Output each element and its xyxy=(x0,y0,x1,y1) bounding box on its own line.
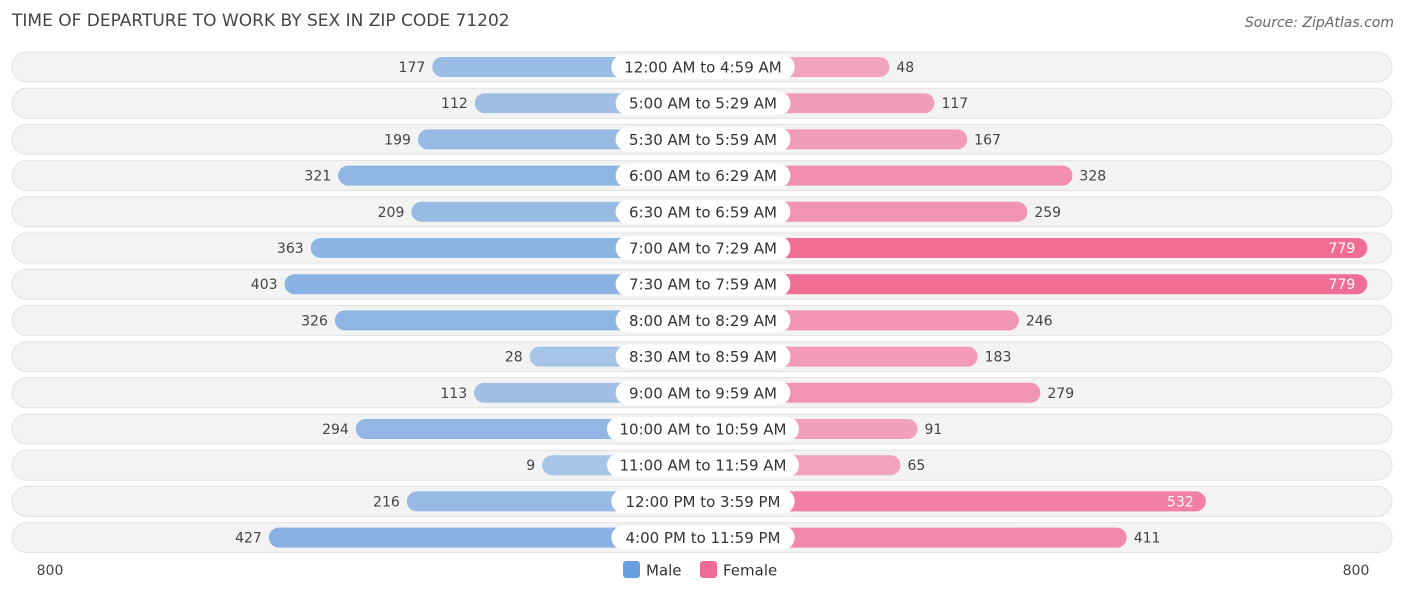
value-label: 91 xyxy=(924,422,942,438)
chart-title: TIME OF DEPARTURE TO WORK BY SEX IN ZIP … xyxy=(11,11,510,31)
value-label: 216 xyxy=(373,494,400,510)
value-label: 65 xyxy=(907,458,925,474)
category-label-box xyxy=(607,417,799,441)
bar xyxy=(703,165,1073,186)
category-label-box xyxy=(615,308,791,333)
category-label-box xyxy=(611,489,795,514)
bar xyxy=(703,238,1368,258)
bar xyxy=(338,165,703,186)
category-label: 8:30 AM to 8:59 AM xyxy=(629,348,777,366)
value-label: 9 xyxy=(526,458,535,474)
value-label: 199 xyxy=(384,132,411,148)
value-label: 246 xyxy=(1026,313,1053,329)
value-label: 363 xyxy=(277,241,304,257)
category-label-box xyxy=(615,344,791,369)
bar xyxy=(310,238,703,258)
value-label: 177 xyxy=(399,60,426,76)
category-label-box xyxy=(611,55,795,79)
value-label: 532 xyxy=(1167,494,1194,510)
legend-label: Male xyxy=(646,562,682,580)
category-label: 5:00 AM to 5:29 AM xyxy=(629,95,777,113)
category-label-box xyxy=(615,236,791,260)
category-label-box xyxy=(615,380,791,405)
value-label: 321 xyxy=(304,169,331,185)
value-label: 209 xyxy=(378,205,405,221)
category-label: 12:00 PM to 3:59 PM xyxy=(625,493,780,511)
bar xyxy=(334,310,703,331)
bar xyxy=(703,491,1206,512)
category-label-box xyxy=(607,453,799,478)
category-label: 11:00 AM to 11:59 AM xyxy=(620,457,787,475)
category-label-box xyxy=(615,163,791,188)
value-label: 779 xyxy=(1329,277,1356,293)
legend-label: Female xyxy=(723,562,777,580)
category-label-box xyxy=(615,127,791,152)
value-label: 326 xyxy=(301,313,328,329)
category-label: 10:00 AM to 10:59 AM xyxy=(620,421,787,439)
value-label: 112 xyxy=(441,96,468,112)
value-label: 167 xyxy=(974,132,1001,148)
category-label: 6:30 AM to 6:59 AM xyxy=(629,203,777,221)
x-tick-label: 800 xyxy=(1343,563,1370,579)
bar xyxy=(703,527,1127,548)
category-label: 8:00 AM to 8:29 AM xyxy=(629,312,777,330)
x-tick-label: 800 xyxy=(37,563,64,579)
value-label: 779 xyxy=(1329,241,1356,257)
value-label: 183 xyxy=(985,350,1012,366)
value-label: 117 xyxy=(941,96,968,112)
bar xyxy=(268,527,703,548)
value-label: 328 xyxy=(1079,169,1106,185)
category-label: 7:00 AM to 7:29 AM xyxy=(629,240,777,258)
value-label: 411 xyxy=(1134,531,1161,547)
value-label: 48 xyxy=(896,60,914,76)
category-label-box xyxy=(611,525,795,550)
category-label: 9:00 AM to 9:59 AM xyxy=(629,384,777,402)
value-label: 294 xyxy=(322,422,349,438)
value-label: 28 xyxy=(505,350,523,366)
category-label: 7:30 AM to 7:59 AM xyxy=(629,276,777,294)
legend-swatch xyxy=(623,561,640,578)
value-label: 279 xyxy=(1047,386,1074,402)
category-label: 6:00 AM to 6:29 AM xyxy=(629,167,777,185)
bar xyxy=(703,274,1368,295)
value-label: 403 xyxy=(251,277,278,293)
category-label-box xyxy=(615,91,791,116)
category-label-box xyxy=(615,272,791,297)
category-label: 5:30 AM to 5:59 AM xyxy=(629,131,777,149)
category-label: 12:00 AM to 4:59 AM xyxy=(624,59,781,77)
value-label: 259 xyxy=(1034,205,1061,221)
category-label-box xyxy=(615,199,791,224)
value-label: 113 xyxy=(440,386,467,402)
value-label: 427 xyxy=(235,531,262,547)
category-label: 4:00 PM to 11:59 PM xyxy=(625,529,780,547)
bar xyxy=(284,274,703,295)
source: Source: ZipAtlas.com xyxy=(1245,15,1394,31)
legend-swatch xyxy=(700,561,717,578)
